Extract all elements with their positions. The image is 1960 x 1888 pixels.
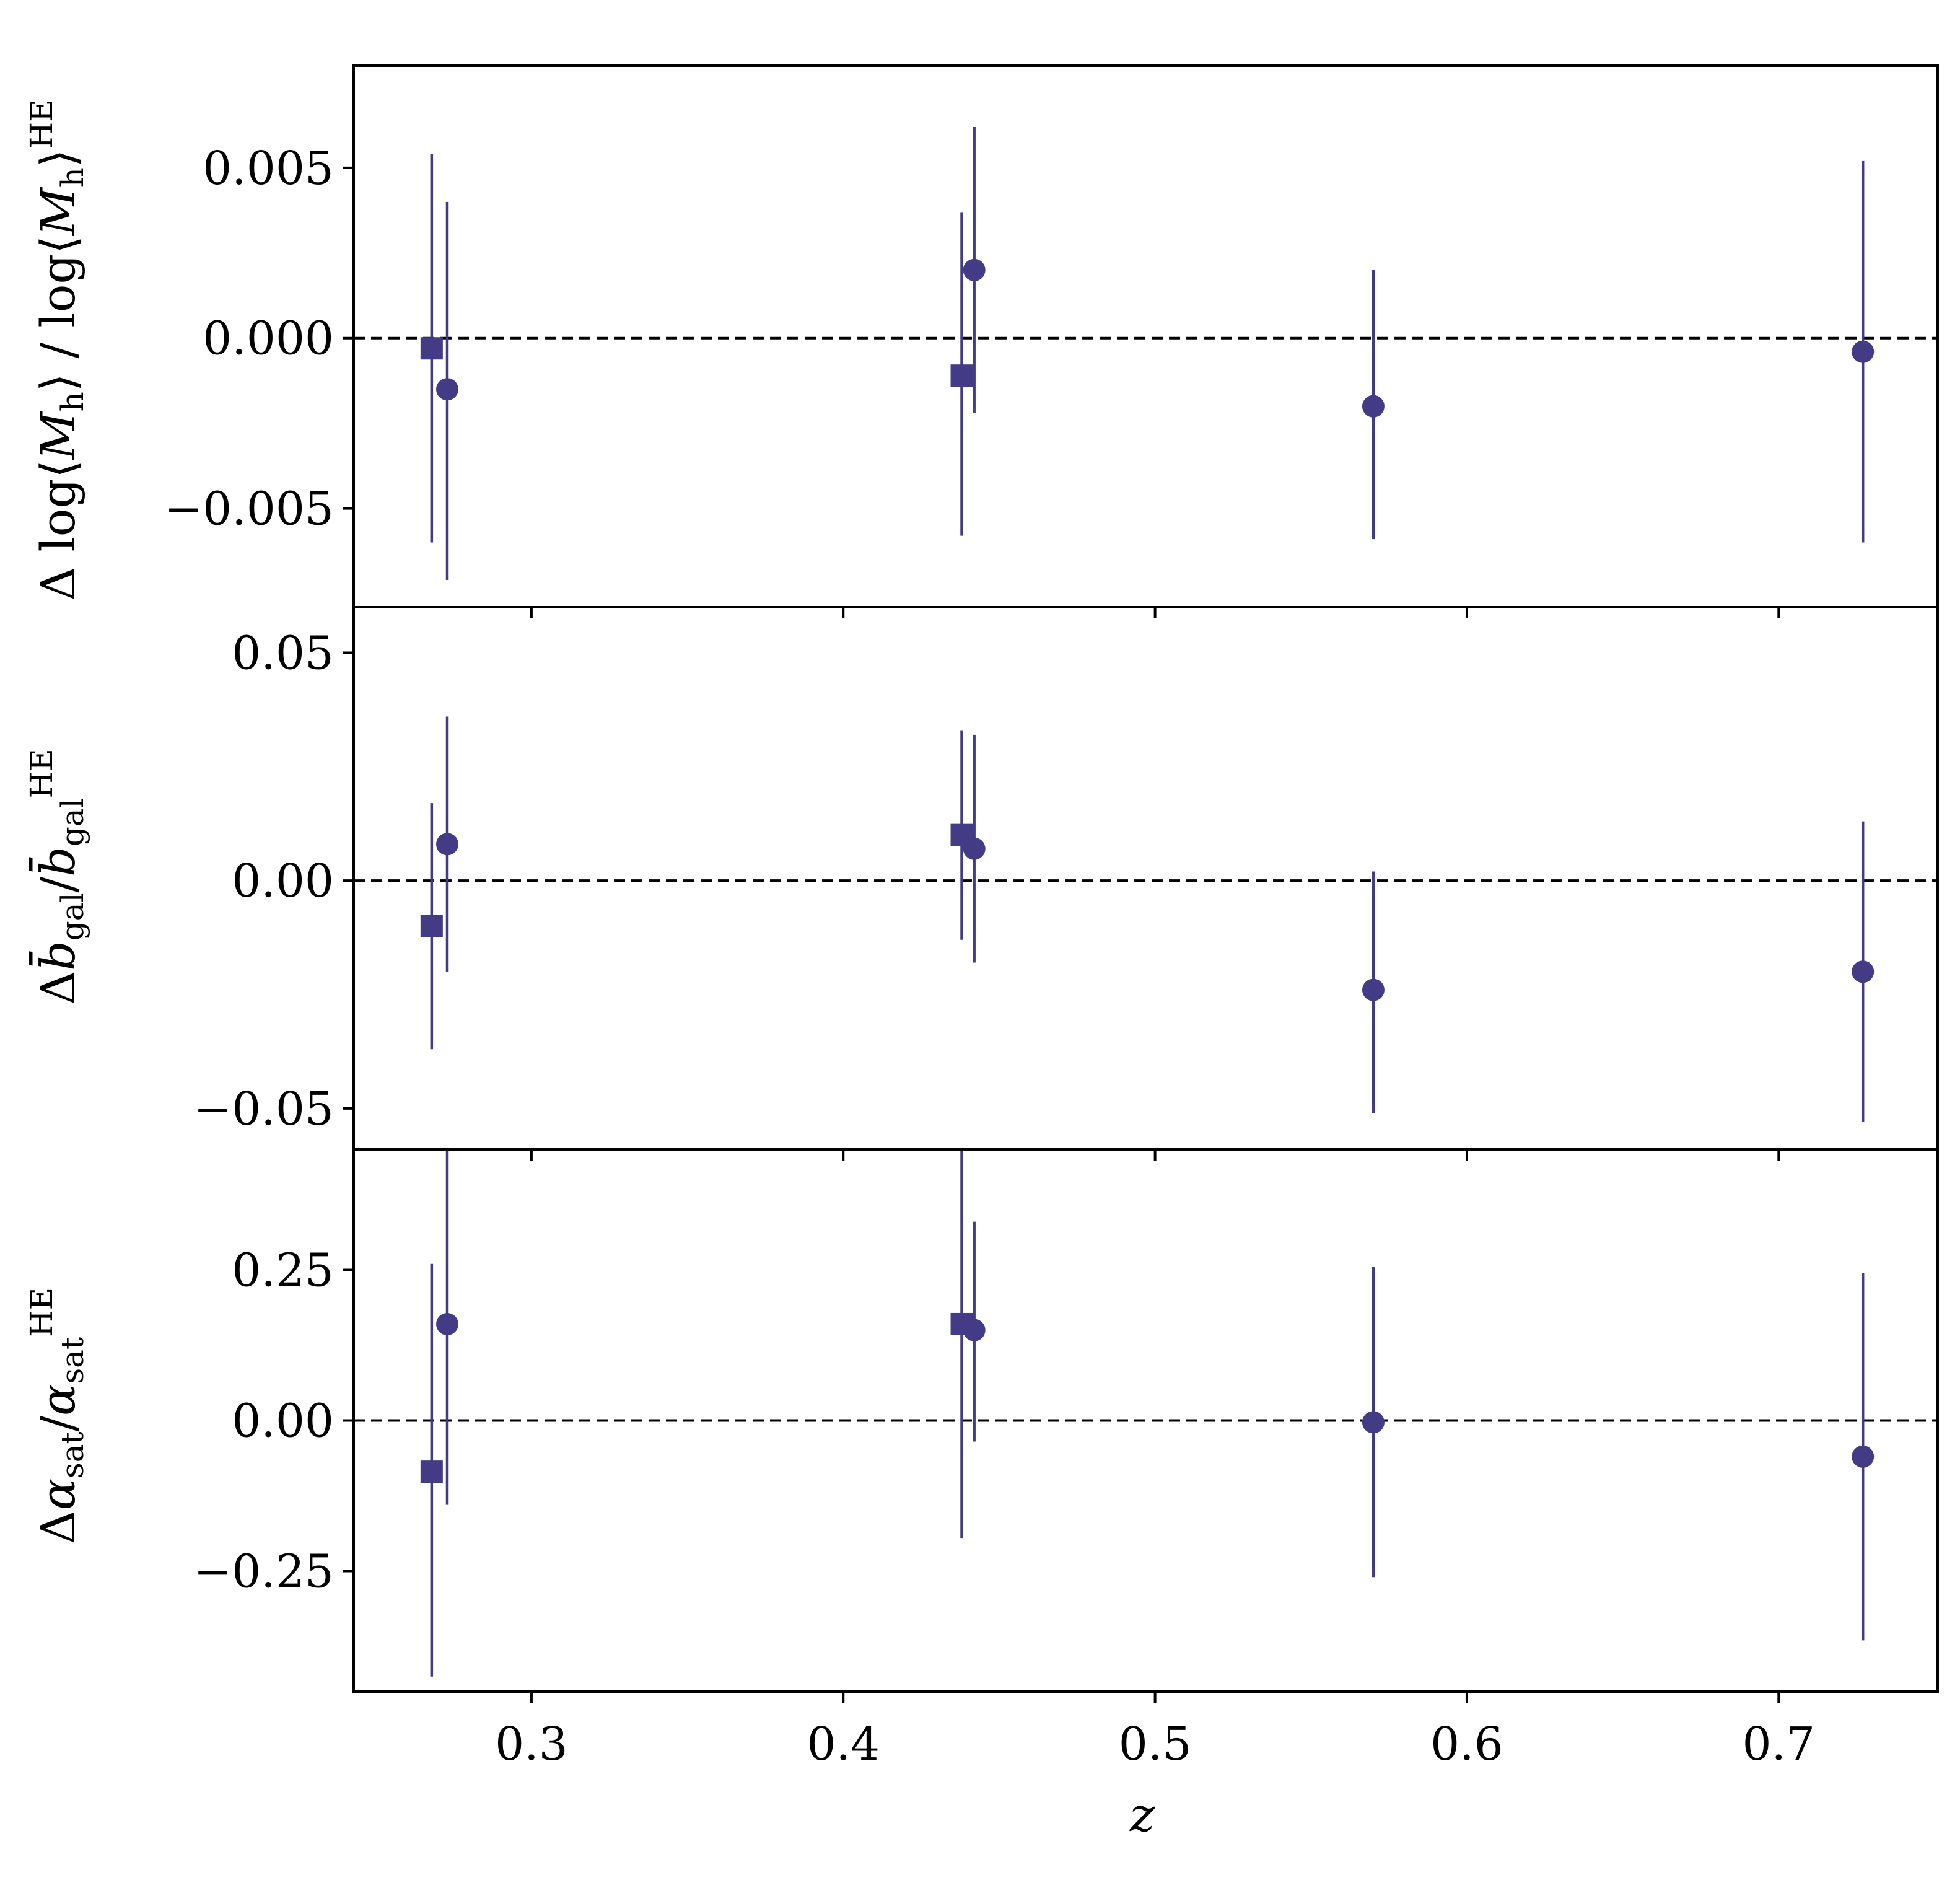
x-tick-label-1: 0.4 xyxy=(807,1718,880,1771)
y-axis-label-panel-1: Δ log⟨Mh⟩ / log⟨Mh⟩HE xyxy=(24,99,90,600)
circle-marker-panel-1-1 xyxy=(436,378,459,401)
square-marker-panel-2-0 xyxy=(420,915,443,937)
circle-marker-panel-2-5 xyxy=(1852,960,1875,983)
x-tick-label-3: 0.6 xyxy=(1430,1718,1503,1771)
panel-frame-2 xyxy=(352,606,1939,1151)
square-marker-panel-1-0 xyxy=(420,337,443,360)
panel-2: 0.05 0.00 −0.05 xyxy=(193,606,1939,1161)
square-marker-panel-1-2 xyxy=(950,364,973,387)
x-tick-label-0: 0.3 xyxy=(495,1718,568,1771)
circle-marker-panel-1-3 xyxy=(963,258,986,281)
y-tick-label-panel-2-0: 0.05 xyxy=(232,627,334,680)
panel-frame-3 xyxy=(352,1148,1939,1693)
circle-marker-panel-2-4 xyxy=(1362,978,1385,1001)
y-axis-label-panel-3: Δαsat/αsatHE xyxy=(24,1288,90,1544)
circle-marker-panel-2-3 xyxy=(963,837,986,860)
x-axis-label: z xyxy=(1129,1787,1155,1842)
y-tick-label-panel-2-1: 0.00 xyxy=(232,854,334,908)
y-tick-label-panel-3-1: 0.00 xyxy=(232,1395,334,1448)
panel-frame-1 xyxy=(352,64,1939,608)
data-points-panel-2 xyxy=(420,716,1875,1122)
circle-marker-panel-1-5 xyxy=(1852,340,1875,363)
y-axis-label-panel-2: Δb̄gal/b̄galHE xyxy=(24,749,90,1005)
panel-3: 0.25 0.00 −0.25 0.3 0.4 0.5 0.6 0.7 xyxy=(193,1148,1939,1771)
y-tick-label-panel-1-2: −0.005 xyxy=(164,483,334,536)
y-tick-label-panel-2-2: −0.05 xyxy=(193,1082,334,1136)
circle-marker-panel-1-4 xyxy=(1362,395,1385,418)
y-tick-label-panel-1-0: 0.005 xyxy=(203,142,334,195)
plot-panels: 0.005 0.000 −0.005 0.05 0.00 −0.05 0.25 0.00 −0.… xyxy=(164,64,1939,1771)
x-tick-label-2: 0.5 xyxy=(1119,1718,1192,1771)
circle-marker-panel-2-1 xyxy=(436,833,459,856)
y-tick-label-panel-3-0: 0.25 xyxy=(232,1244,334,1297)
y-tick-label-panel-3-2: −0.25 xyxy=(193,1545,334,1599)
circle-marker-panel-3-3 xyxy=(963,1319,986,1341)
data-points-panel-1 xyxy=(420,126,1875,581)
x-tick-label-4: 0.7 xyxy=(1742,1718,1815,1771)
circle-marker-panel-3-5 xyxy=(1852,1445,1875,1468)
circle-marker-panel-3-4 xyxy=(1362,1411,1385,1434)
square-marker-panel-3-0 xyxy=(420,1460,443,1483)
data-points-panel-3 xyxy=(420,1149,1875,1677)
panel-1: 0.005 0.000 −0.005 xyxy=(164,64,1939,618)
circle-marker-panel-3-1 xyxy=(436,1312,459,1335)
y-tick-label-panel-1-1: 0.000 xyxy=(203,312,334,366)
